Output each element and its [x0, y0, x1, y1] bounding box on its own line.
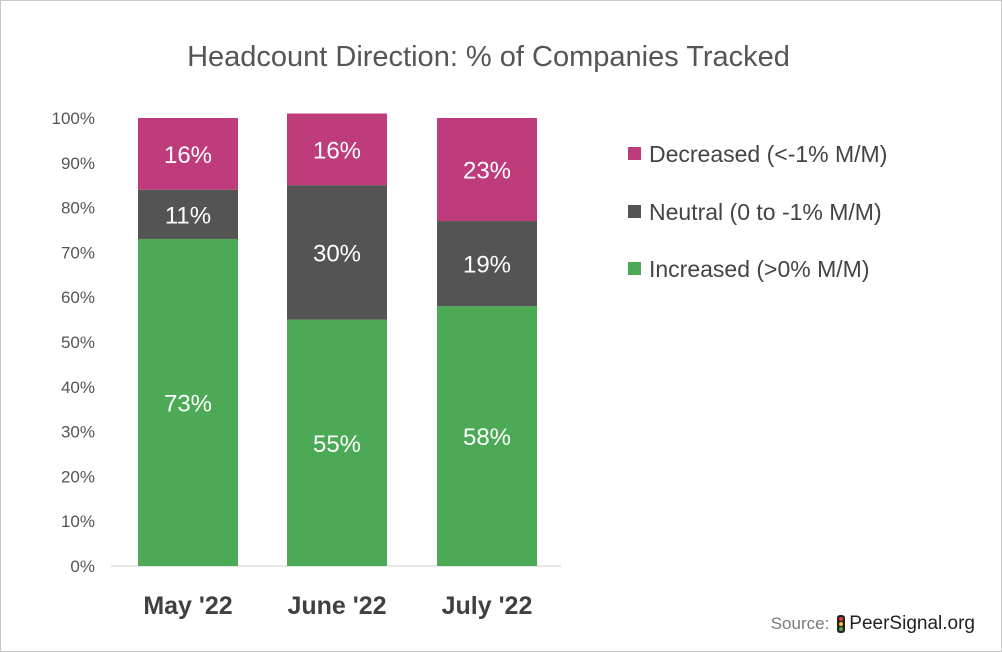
data-label: 55%: [313, 431, 361, 458]
bar-segment: [138, 189, 238, 239]
legend-swatch: [628, 205, 641, 218]
source-brand: PeerSignal.org: [849, 613, 975, 634]
source-label: Source:: [770, 614, 830, 633]
source-credit: Source: PeerSignal.org: [771, 613, 975, 635]
y-tick-label: 90%: [61, 154, 95, 173]
bar-segment: [138, 118, 238, 190]
data-label: 30%: [313, 240, 361, 267]
y-tick-label: 0%: [70, 557, 95, 576]
x-tick-label: June '22: [287, 592, 386, 620]
traffic-light-icon: [837, 615, 846, 633]
legend-swatch: [628, 147, 641, 160]
y-tick-label: 80%: [61, 199, 95, 218]
data-label: 73%: [164, 390, 212, 417]
y-tick-label: 100%: [52, 109, 95, 128]
data-label: 11%: [165, 202, 211, 229]
bar-segment: [138, 238, 238, 566]
y-tick-label: 70%: [61, 243, 95, 262]
data-label: 23%: [463, 158, 511, 185]
bar-segment: [287, 319, 387, 566]
data-label: 16%: [164, 142, 212, 169]
y-tick-label: 10%: [61, 512, 95, 531]
legend-label: Increased (>0% M/M): [649, 256, 870, 282]
data-label: 58%: [463, 424, 511, 451]
bar-segment: [437, 221, 537, 307]
x-tick-label: July '22: [442, 592, 533, 620]
x-tick-label: May '22: [143, 592, 232, 620]
y-tick-label: 60%: [61, 288, 95, 307]
bar-segment: [437, 118, 537, 222]
y-tick-label: 20%: [61, 467, 95, 486]
bar-segment: [287, 185, 387, 320]
y-tick-label: 30%: [61, 423, 95, 442]
y-tick-label: 50%: [61, 333, 95, 352]
bar-segment: [437, 306, 537, 566]
legend-label: Neutral (0 to -1% M/M): [649, 199, 882, 225]
bar-segment: [287, 113, 387, 186]
y-tick-label: 40%: [61, 378, 95, 397]
data-label: 19%: [463, 252, 511, 279]
data-label: 16%: [313, 137, 361, 164]
legend-swatch: [628, 262, 641, 275]
chart-title: Headcount Direction: % of Companies Trac…: [187, 41, 790, 73]
legend-label: Decreased (<-1% M/M): [649, 141, 887, 167]
